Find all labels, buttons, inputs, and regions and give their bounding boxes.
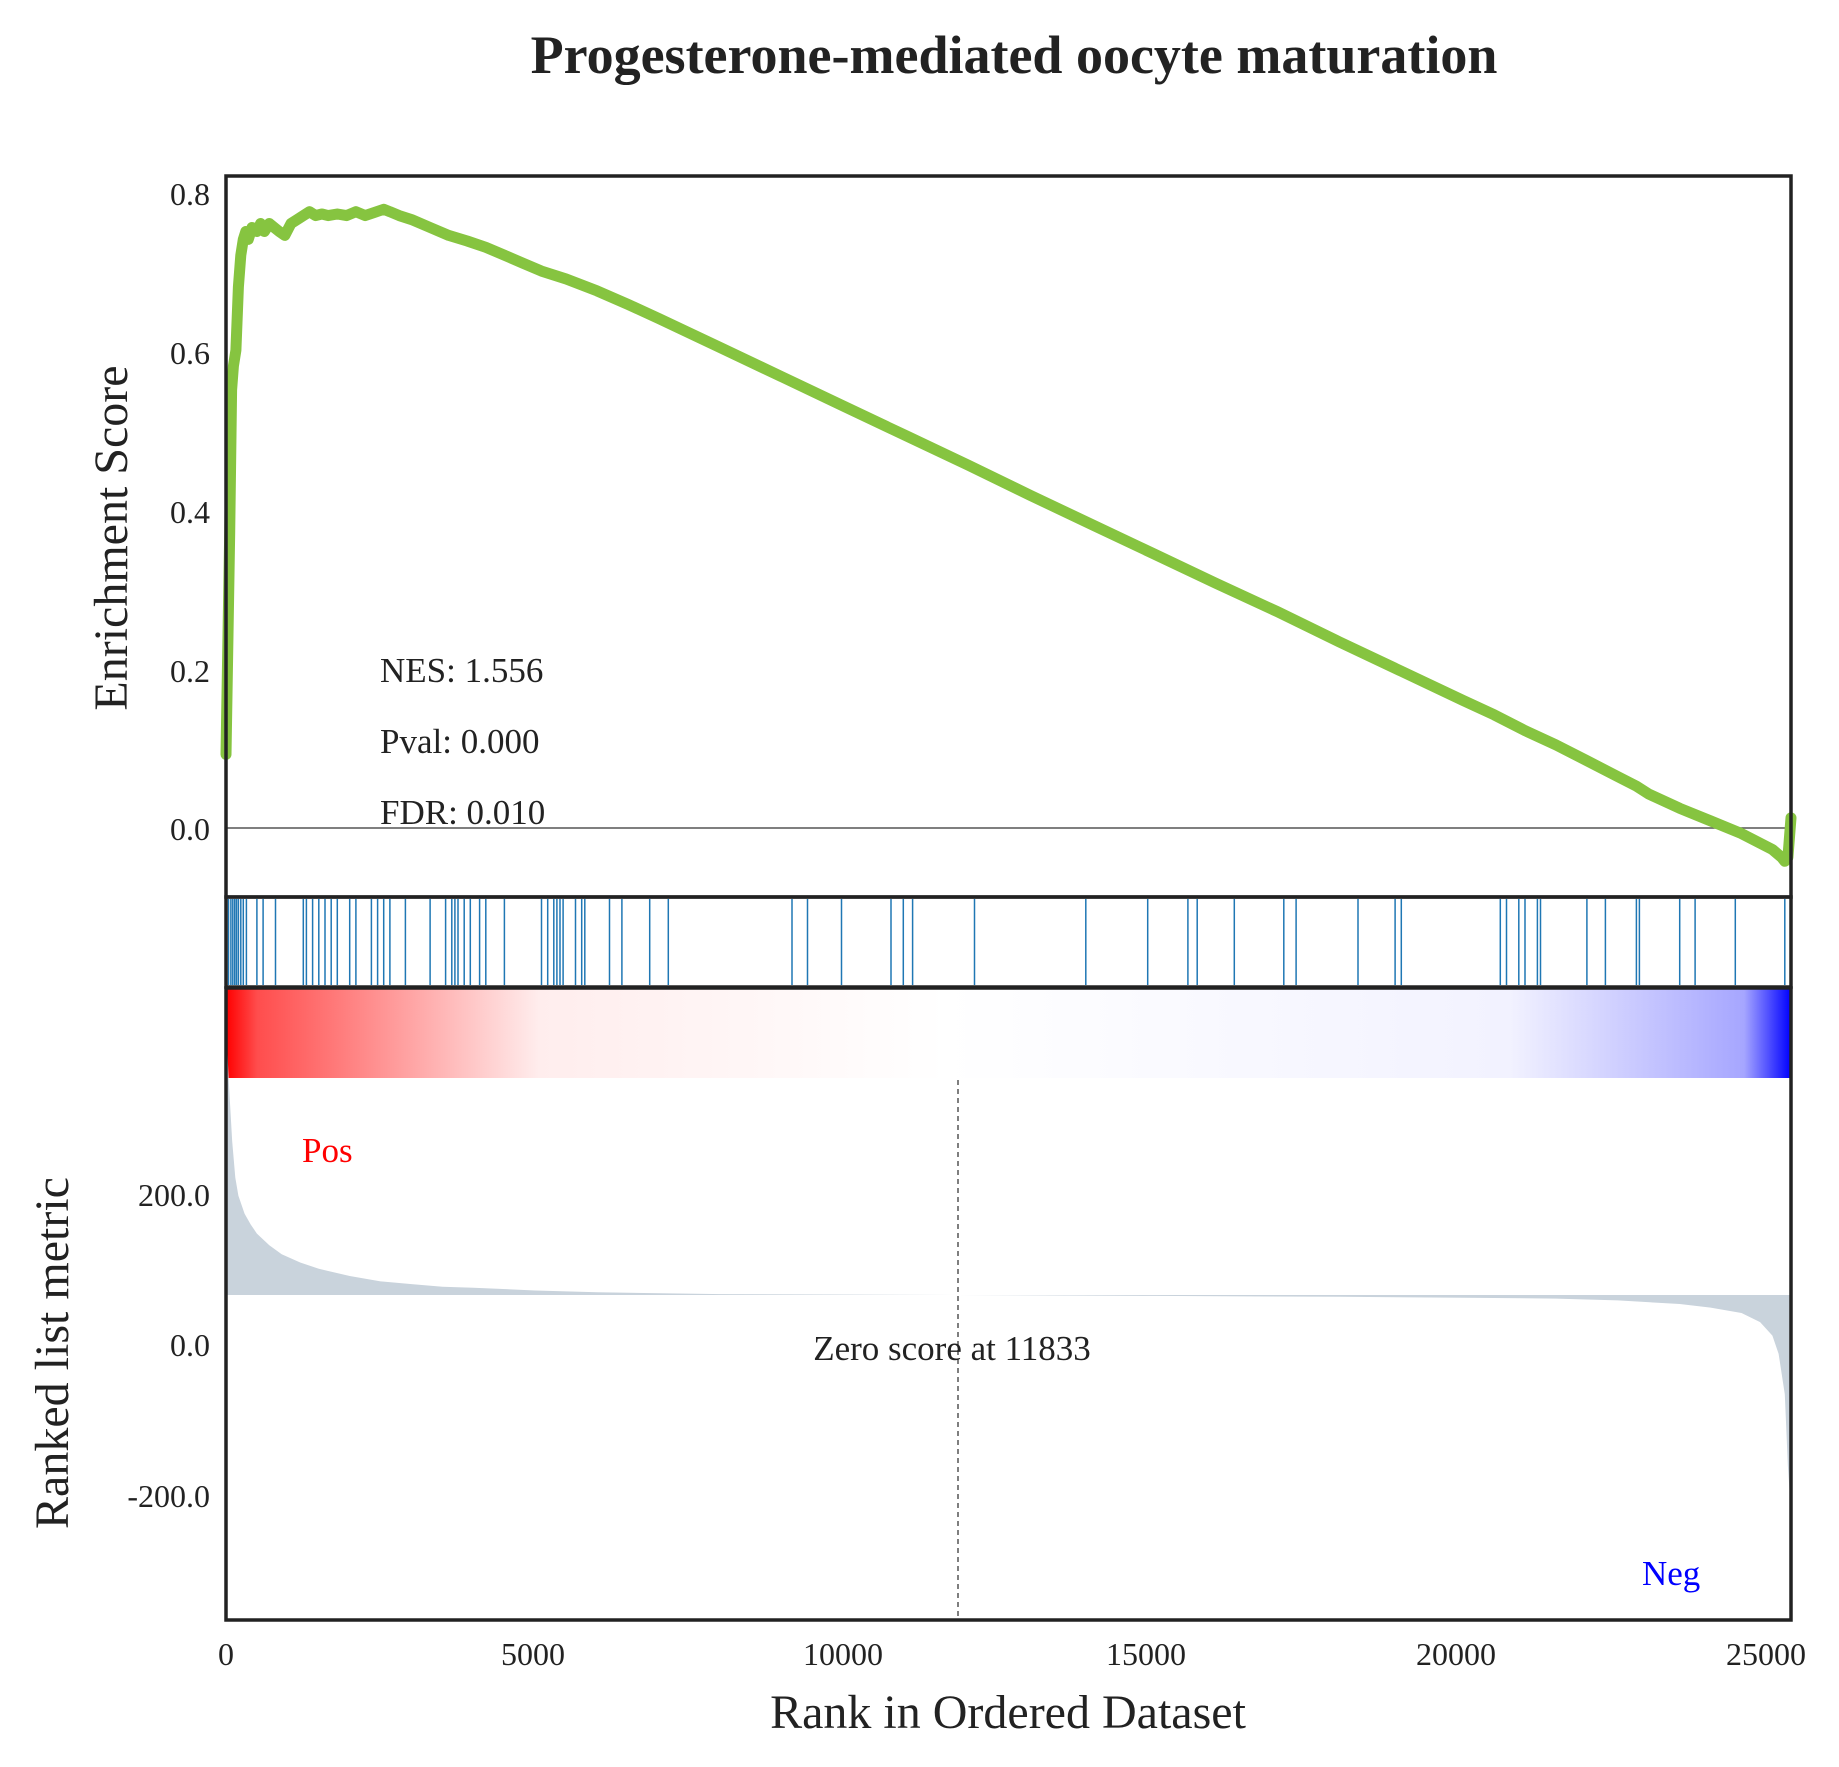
es-panel: 0.0 0.2 0.4 0.6 0.8 Enrichment Score NES… (85, 174, 1797, 899)
fdr-annotation: FDR: 0.010 (380, 793, 545, 832)
x-tick: 5000 (501, 1636, 565, 1672)
x-tick: 25000 (1726, 1636, 1806, 1672)
chart-title: Progesterone-mediated oocyte maturation (531, 25, 1498, 85)
es-y-axis-label: Enrichment Score (85, 365, 138, 710)
es-y-tick: 0.6 (170, 335, 210, 371)
metric-y-tick: -200.0 (127, 1478, 210, 1514)
x-axis: 0 5000 10000 15000 20000 25000 Rank in O… (218, 1636, 1806, 1739)
x-axis-label: Rank in Ordered Dataset (770, 1686, 1246, 1739)
es-y-ticks: 0.0 0.2 0.4 0.6 0.8 (170, 176, 210, 847)
rank-colorbar (226, 988, 1791, 1078)
x-tick: 20000 (1416, 1636, 1496, 1672)
hit-markers (227, 899, 1786, 985)
metric-plot (226, 1024, 1791, 1512)
enrichment-score-line (220, 203, 1797, 867)
zero-score-label: Zero score at 11833 (813, 1329, 1091, 1368)
metric-panel: Zero score at 11833 Pos Neg -200.0 0.0 2… (26, 986, 1793, 1622)
metric-panel-frame (224, 986, 1793, 1622)
x-tick: 15000 (1106, 1636, 1186, 1672)
ranked-metric-area (226, 1024, 1791, 1512)
pval-annotation: Pval: 0.000 (380, 722, 539, 761)
metric-y-tick: 0.0 (170, 1327, 210, 1363)
neg-label: Neg (1642, 1554, 1700, 1593)
metric-y-tick: 200.0 (138, 1177, 210, 1213)
es-y-tick: 0.0 (170, 811, 210, 847)
es-y-tick: 0.8 (170, 176, 210, 212)
hits-panel (224, 895, 1793, 989)
nes-annotation: NES: 1.556 (380, 651, 543, 690)
x-tick: 10000 (803, 1636, 883, 1672)
pos-label: Pos (302, 1131, 353, 1170)
es-y-tick: 0.2 (170, 653, 210, 689)
es-y-tick: 0.4 (170, 494, 210, 530)
metric-y-axis-label: Ranked list metric (26, 1177, 79, 1529)
es-plot (220, 203, 1797, 867)
metric-y-ticks: -200.0 0.0 200.0 (127, 1177, 210, 1514)
x-tick: 0 (218, 1636, 234, 1672)
hits-panel-frame (224, 895, 1793, 989)
es-panel-frame (224, 174, 1793, 899)
